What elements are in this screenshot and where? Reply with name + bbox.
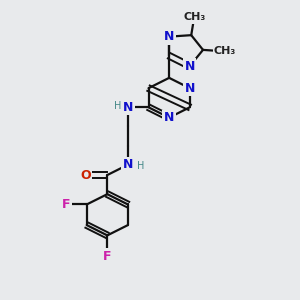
Text: CH₃: CH₃ [183,13,205,22]
Text: N: N [184,82,195,95]
Text: F: F [103,250,112,262]
Text: O: O [80,169,91,182]
Text: F: F [62,198,70,211]
Text: N: N [164,30,174,43]
Text: N: N [123,101,133,114]
Text: N: N [184,60,195,73]
Text: H: H [136,161,144,171]
Text: H: H [114,101,121,111]
Text: N: N [123,158,133,171]
Text: CH₃: CH₃ [214,46,236,56]
Text: N: N [164,111,174,124]
